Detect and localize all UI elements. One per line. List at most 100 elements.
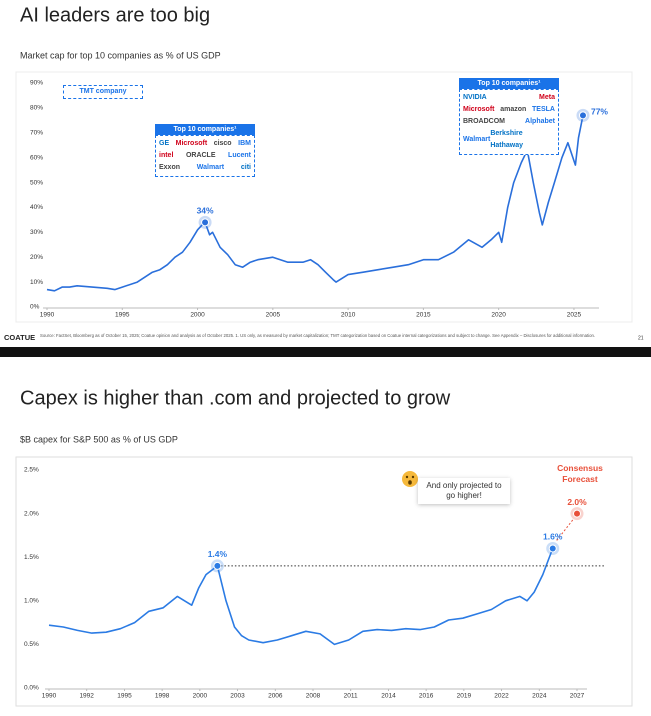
callout-point — [213, 561, 222, 570]
footer-brand: COATUE — [4, 333, 35, 342]
logo: Alphabet — [525, 118, 555, 125]
y-tick-label: 0.5% — [24, 641, 39, 648]
logo-grid: GE Microsoft cisco IBM intel ORACLE Lucent Exxo… — [155, 135, 255, 177]
logo-row: Exxon Walmart citi — [159, 162, 251, 174]
x-tick-label: 2000 — [190, 312, 205, 319]
callout-point — [201, 218, 210, 227]
x-tick-label: 2014 — [381, 693, 396, 700]
y-tick-label: 90% — [30, 80, 43, 87]
x-tick-label: 2008 — [306, 693, 321, 700]
top10-box: Top 10 companies¹ NVIDIA Meta Microsoft amaz… — [459, 78, 559, 155]
slide-title: Capex is higher than .com and projected … — [20, 387, 451, 409]
slide-divider — [0, 347, 651, 357]
footer-source: Source: FactSet, Bloomberg as of October… — [40, 333, 596, 338]
logo: Meta — [539, 94, 555, 101]
logo-row: Microsoft amazon TESLA — [463, 104, 555, 116]
callout-point — [578, 111, 587, 120]
x-tick-label: 2027 — [570, 693, 585, 700]
y-tick-label: 60% — [30, 154, 43, 161]
logo-row: GE Microsoft cisco IBM — [159, 138, 251, 150]
callout-label: 1.6% — [543, 532, 563, 542]
note-callout: And only projected to go higher! — [418, 478, 510, 504]
y-tick-label: 80% — [30, 105, 43, 112]
y-tick-label: 40% — [30, 204, 43, 211]
logo: Lucent — [228, 152, 251, 159]
y-tick-label: 30% — [30, 229, 43, 236]
x-tick-label: 2011 — [344, 693, 358, 700]
logo: citi — [240, 164, 251, 171]
y-tick-label: 70% — [30, 129, 43, 136]
callout-label: 77% — [591, 107, 608, 117]
x-tick-label: 1995 — [117, 693, 132, 700]
y-tick-label: 0% — [30, 304, 40, 311]
callout-point — [573, 509, 581, 518]
chart-subtitle: $B capex for S&P 500 as % of US GDP — [20, 434, 178, 444]
x-tick-label: 2005 — [266, 312, 281, 319]
y-tick-label: 10% — [30, 279, 43, 286]
x-tick-label: 1995 — [115, 312, 130, 319]
callout-label: 34% — [197, 206, 214, 216]
plot-frame — [15, 71, 633, 323]
logo: Microsoft — [175, 140, 208, 147]
data-line — [48, 548, 554, 646]
logo-row: intel ORACLE Lucent — [159, 150, 251, 162]
x-tick-label: 2024 — [532, 693, 547, 700]
x-tick-label: 2025 — [567, 312, 582, 319]
top10-header: Top 10 companies¹ — [459, 78, 559, 89]
logo: Microsoft — [463, 106, 495, 113]
x-tick-label: 2015 — [416, 312, 431, 319]
x-tick-label: 2019 — [457, 693, 472, 700]
logo: NVIDIA — [463, 94, 487, 101]
logo: Walmart — [463, 136, 491, 143]
logo: Berkshire Hathaway — [490, 130, 524, 149]
y-tick-label: 20% — [30, 254, 43, 261]
logo: intel — [159, 152, 174, 159]
emoji-icon — [402, 471, 418, 487]
y-tick-label: 50% — [30, 179, 43, 186]
logo: TESLA — [532, 106, 555, 113]
x-tick-label: 2016 — [419, 693, 434, 700]
logo: amazon — [500, 106, 527, 113]
x-tick-label: 1998 — [155, 693, 170, 700]
logo: IBM — [238, 140, 251, 147]
x-tick-label: 2020 — [491, 312, 506, 319]
x-tick-label: 2022 — [494, 693, 509, 700]
y-tick-label: 0.0% — [24, 685, 39, 692]
legend-box: TMT company — [63, 85, 143, 99]
logo-grid: NVIDIA Meta Microsoft amazon TESLA BROADCOM Al… — [459, 89, 559, 155]
emoji-eye — [405, 475, 409, 479]
logo: BROADCOM — [463, 118, 505, 125]
plot-frame — [15, 456, 633, 707]
slide-title: AI leaders are too big — [20, 4, 210, 26]
forecast-label: Consensus Forecast — [557, 463, 603, 484]
emoji-eye — [411, 475, 415, 479]
x-tick-label: 1990 — [42, 693, 57, 700]
callout-point — [548, 544, 557, 553]
callout-label: 2.0% — [567, 497, 587, 507]
forecast-arrow — [556, 519, 574, 541]
y-tick-label: 2.5% — [24, 467, 39, 474]
emoji-mouth — [408, 480, 412, 485]
x-tick-label: 2010 — [341, 312, 356, 319]
logo: Walmart — [196, 164, 225, 171]
logo-row: Walmart Berkshire Hathaway — [463, 128, 555, 152]
x-tick-label: 1992 — [79, 693, 94, 700]
x-tick-label: 2000 — [193, 693, 208, 700]
logo: cisco — [213, 140, 232, 147]
x-tick-label: 2003 — [230, 693, 245, 700]
logo: ORACLE — [185, 152, 216, 159]
y-tick-label: 1.0% — [24, 598, 39, 605]
logo-row: NVIDIA Meta — [463, 92, 555, 104]
x-tick-label: 2006 — [268, 693, 283, 700]
page-number: 21 — [638, 335, 644, 341]
y-tick-label: 2.0% — [24, 510, 39, 517]
y-tick-label: 1.5% — [24, 554, 39, 561]
x-tick-label: 1990 — [40, 312, 55, 319]
logo: GE — [159, 140, 170, 147]
logo-row: BROADCOM Alphabet — [463, 116, 555, 128]
chart-subtitle: Market cap for top 10 companies as % of … — [20, 50, 221, 60]
top10-header: Top 10 companies¹ — [155, 124, 255, 135]
logo: Exxon — [159, 164, 181, 171]
